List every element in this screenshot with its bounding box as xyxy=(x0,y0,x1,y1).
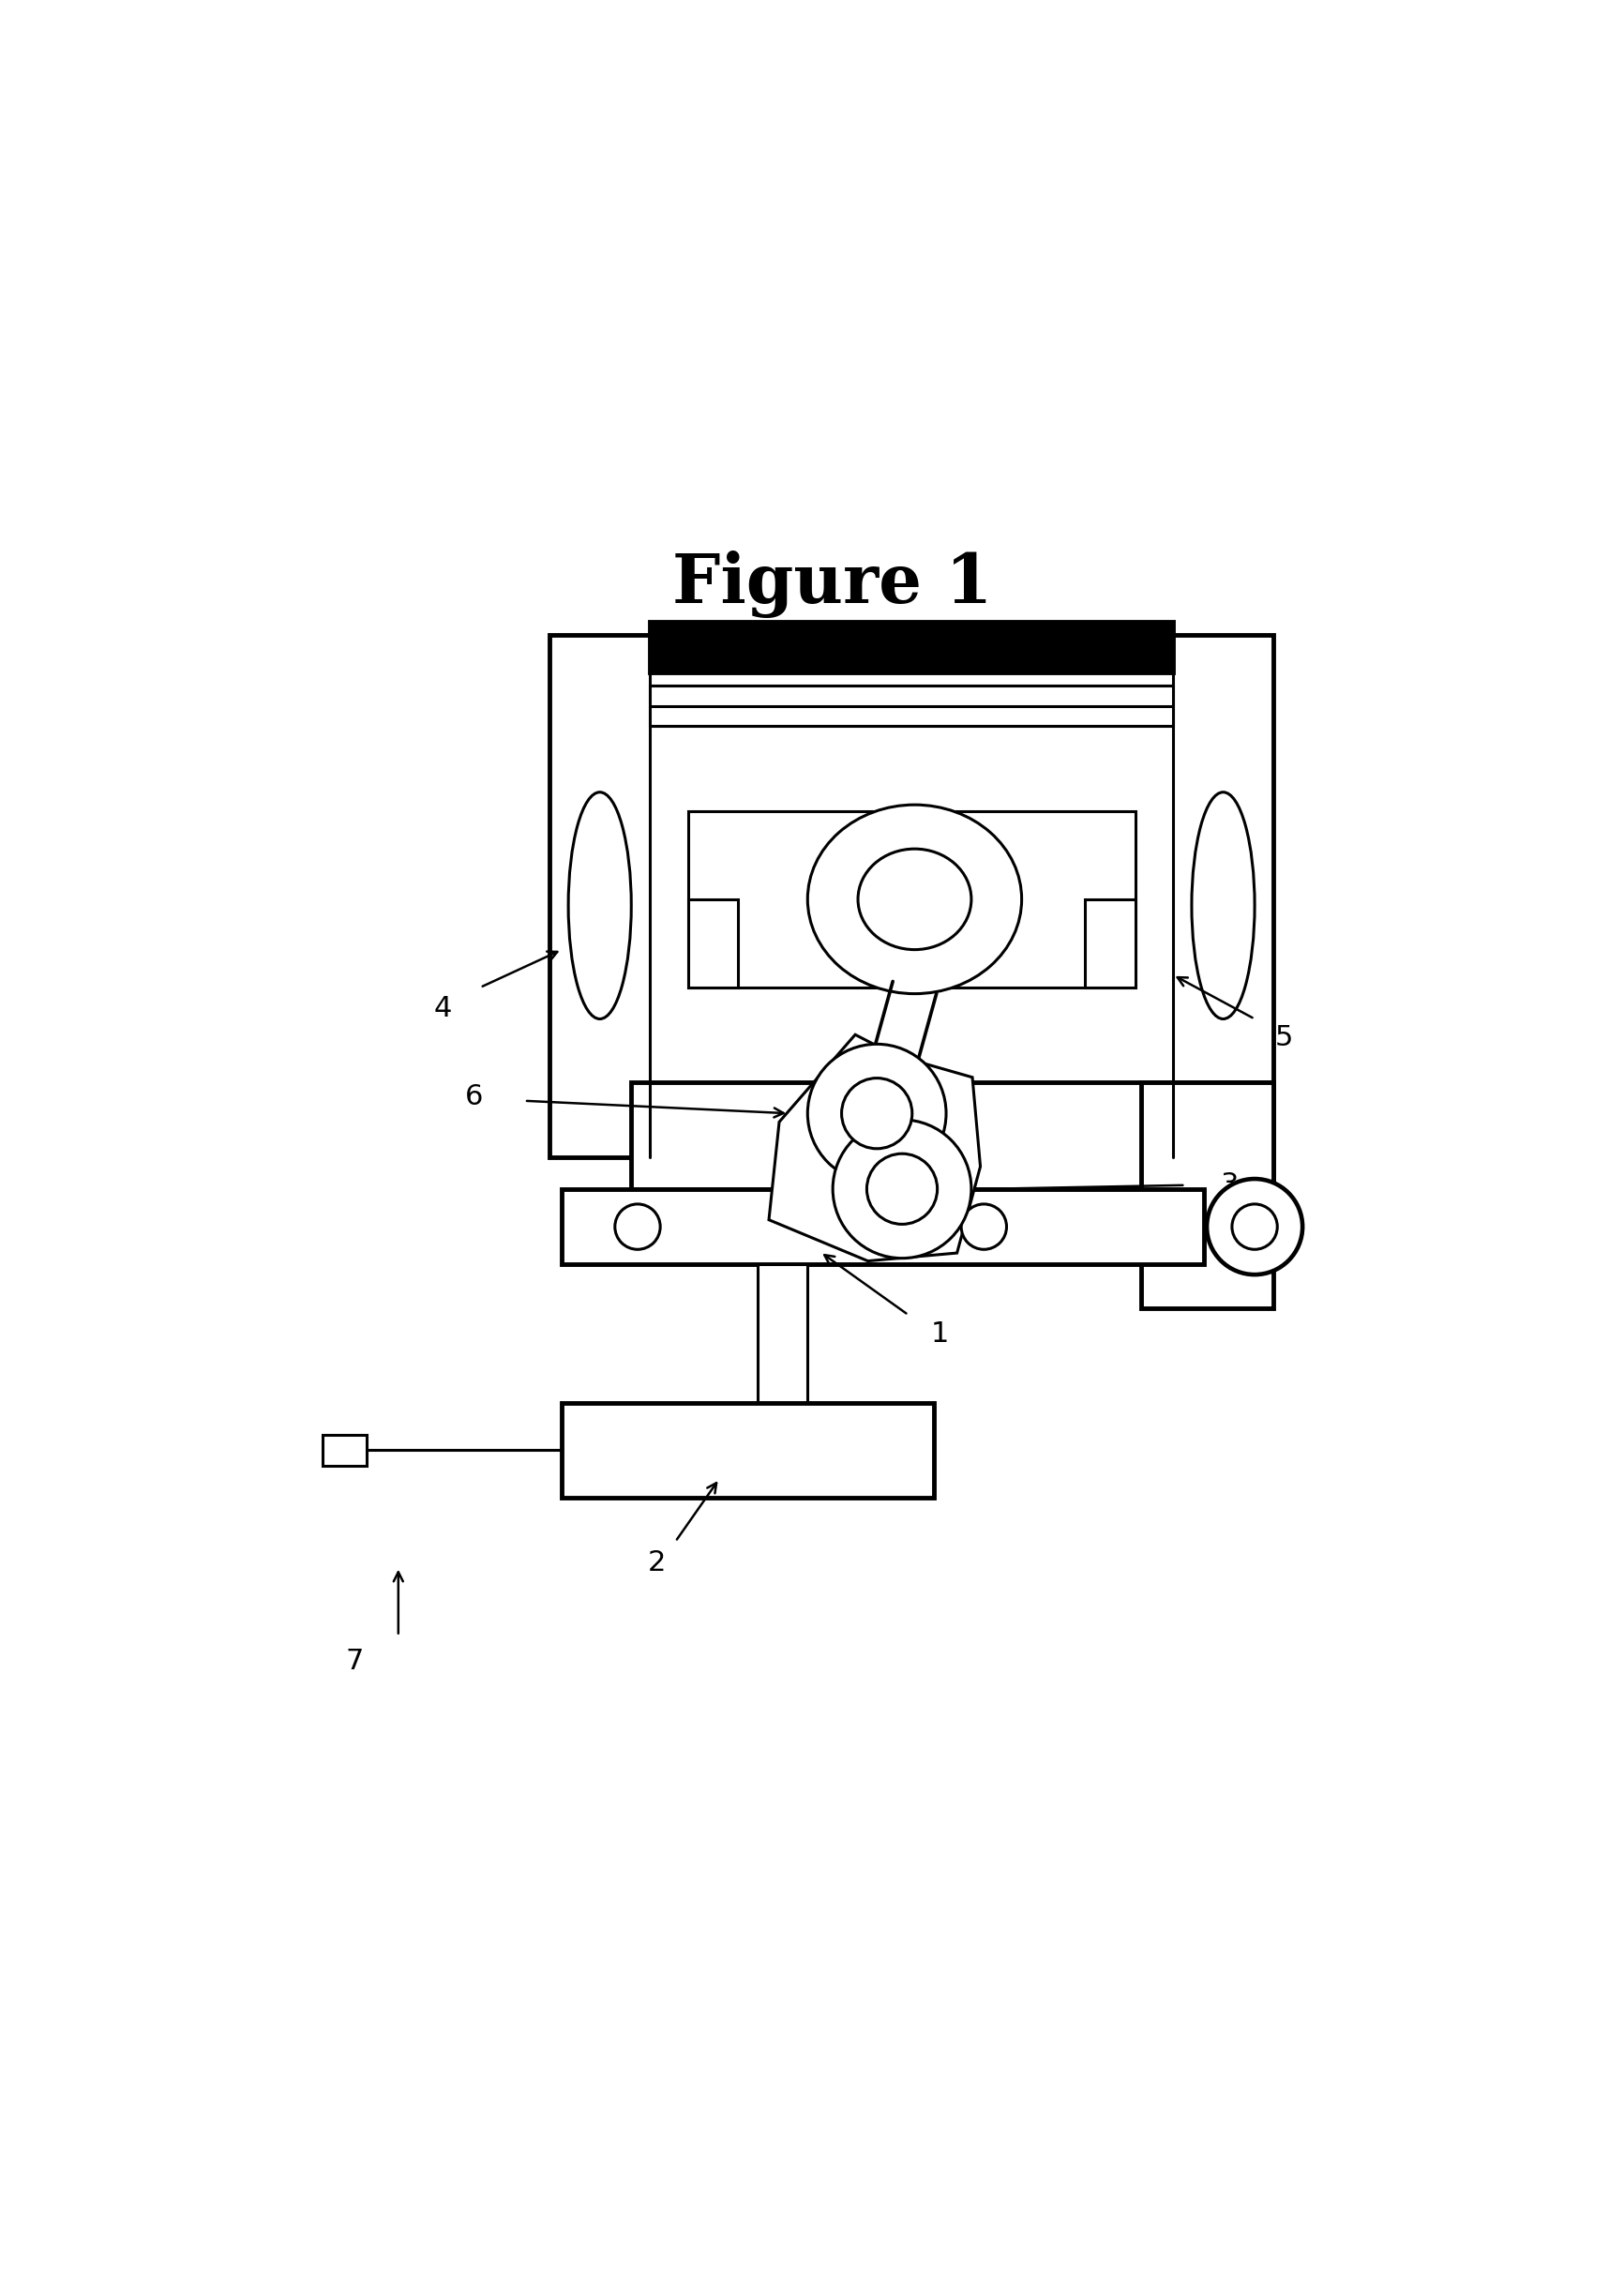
Bar xyxy=(1083,898,1134,988)
Ellipse shape xyxy=(1231,1203,1276,1249)
Ellipse shape xyxy=(866,1153,937,1224)
Ellipse shape xyxy=(1207,1178,1302,1274)
Bar xyxy=(650,621,1173,672)
Text: 1: 1 xyxy=(931,1320,948,1348)
Ellipse shape xyxy=(1190,793,1254,1020)
Ellipse shape xyxy=(857,848,971,949)
Bar xyxy=(757,1265,807,1403)
Bar xyxy=(323,1435,367,1467)
Ellipse shape xyxy=(831,1121,971,1258)
Bar xyxy=(549,635,1273,1157)
Text: Figure 1: Figure 1 xyxy=(672,550,992,619)
Polygon shape xyxy=(768,1034,979,1261)
Text: 7: 7 xyxy=(344,1648,364,1675)
Text: 5: 5 xyxy=(1273,1025,1293,1052)
Bar xyxy=(562,1190,1203,1265)
Bar xyxy=(630,1082,1273,1190)
Text: 3: 3 xyxy=(1220,1171,1237,1199)
Ellipse shape xyxy=(961,1203,1005,1249)
Bar xyxy=(562,1403,932,1497)
Bar xyxy=(687,898,737,988)
Ellipse shape xyxy=(614,1203,659,1249)
Bar xyxy=(687,811,1134,988)
Ellipse shape xyxy=(807,1045,945,1183)
Bar xyxy=(1140,1082,1273,1309)
Text: 6: 6 xyxy=(464,1084,482,1112)
Ellipse shape xyxy=(841,1077,911,1148)
Ellipse shape xyxy=(807,804,1021,995)
Bar xyxy=(650,685,1173,727)
Ellipse shape xyxy=(568,793,630,1020)
Text: 4: 4 xyxy=(434,995,451,1022)
Text: 2: 2 xyxy=(646,1549,666,1577)
